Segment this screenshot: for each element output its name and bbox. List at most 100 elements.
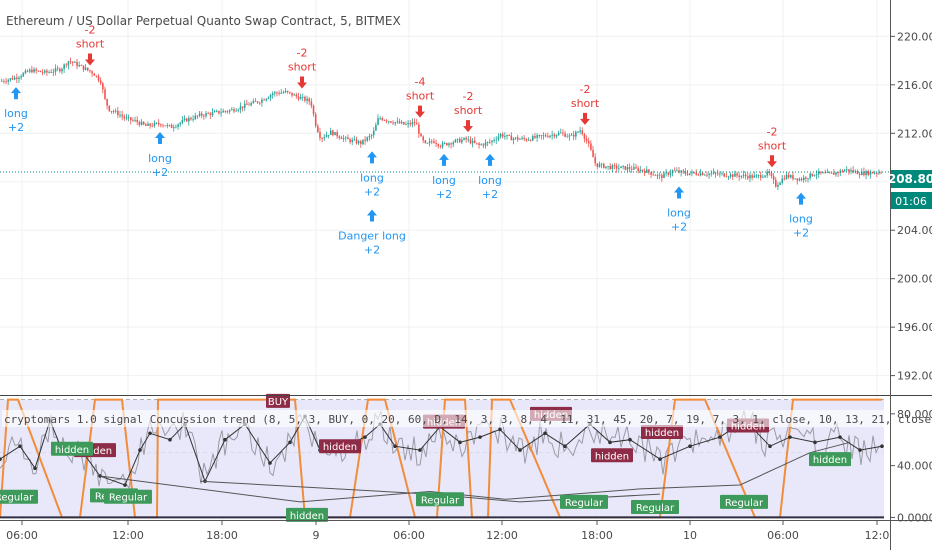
zigzag-point [838, 435, 842, 439]
candle-body [403, 122, 405, 125]
candle-body [570, 134, 573, 136]
oscillator-axis[interactable]: 80.0000 40.0000 0.0000 [890, 408, 932, 525]
divergence-tag-bg [631, 500, 679, 515]
divergence-tag: hidden [319, 439, 361, 454]
up-arrow-icon [155, 132, 165, 145]
zigzag-point [788, 435, 792, 439]
candle-body [400, 122, 403, 124]
candle-body [3, 80, 5, 82]
candle-body [106, 98, 108, 106]
time-axis[interactable]: 06:00 12:00 18:00 9 06:00 12:00 18:00 10 06:00 12… [6, 520, 889, 542]
candle-body [18, 77, 20, 79]
candle-body [24, 70, 27, 74]
candle-body [605, 166, 607, 168]
zigzag-point [138, 448, 142, 452]
candle-body [654, 174, 657, 176]
candle-body [237, 109, 240, 111]
candle-body [489, 141, 491, 143]
candle-body [643, 170, 646, 173]
candle-body [542, 135, 545, 137]
candle-body [667, 172, 670, 175]
zigzag-point [268, 461, 272, 465]
candle-body [1, 80, 3, 82]
candle-body [82, 65, 85, 70]
divergence-tag: Regular [560, 494, 608, 509]
candle-body [338, 136, 341, 138]
candle-body [476, 142, 478, 144]
time-tick-label: 9 [313, 529, 320, 542]
candle-body [50, 72, 53, 73]
candle-body [164, 125, 166, 127]
candle-body [824, 172, 827, 174]
candle-body [755, 175, 758, 177]
candle-body [233, 109, 235, 112]
candle-body [218, 110, 220, 114]
zigzag-point [393, 444, 397, 449]
countdown-label: 01:06 [891, 192, 932, 209]
candle-body [379, 118, 381, 119]
candle-body [474, 140, 476, 143]
candle-body [620, 166, 622, 169]
candle-body [723, 173, 725, 177]
zigzag-point [658, 457, 662, 461]
signal-label: long [360, 171, 384, 184]
candle-body [583, 134, 586, 139]
candle-body [99, 80, 102, 84]
candle-body [54, 68, 57, 72]
candle-body [682, 170, 685, 172]
time-tick-label: 12:00 [112, 529, 144, 542]
candle-body [600, 163, 603, 165]
candle-body [265, 98, 268, 101]
candle-body [499, 134, 502, 137]
candle-body [321, 138, 323, 139]
candle-body [858, 174, 861, 175]
candle-body [527, 139, 530, 141]
candle-body [727, 176, 730, 178]
zigzag-point [123, 483, 127, 487]
candle-body [544, 135, 547, 137]
time-tick-label: 12:0 [865, 529, 890, 542]
candle-body [869, 172, 872, 175]
candle-body [63, 64, 65, 70]
candle-body [837, 172, 839, 174]
candle-body [194, 115, 197, 120]
candle-body [676, 170, 678, 172]
zigzag-point [858, 448, 862, 452]
candle-body [856, 171, 859, 175]
candle-body [792, 175, 794, 179]
candle-body [418, 124, 420, 134]
price-tick-label: 204.00 [897, 224, 932, 237]
candle-body [388, 121, 390, 123]
signal-label: +2 [364, 244, 380, 257]
candle-body [691, 171, 693, 174]
indicator-title: cryptomars 1.0 signal Concussion trend (… [4, 413, 932, 426]
zigzag-point [478, 435, 482, 439]
candle-body [127, 117, 130, 119]
candle-body [461, 139, 463, 143]
candle-body [809, 173, 811, 179]
signal-label: -2 [463, 90, 474, 103]
candle-body [781, 178, 784, 183]
candle-body [497, 136, 500, 140]
price-tick-label: 216.00 [897, 79, 932, 92]
candle-body [579, 130, 581, 132]
divergence-tag-bg [720, 494, 768, 509]
candle-body [226, 111, 229, 113]
divergence-tag: hidden [809, 452, 851, 467]
candle-body [618, 168, 620, 169]
candle-body [26, 70, 29, 72]
price-tick-label: 192.00 [897, 370, 932, 383]
zigzag-point [288, 440, 292, 445]
candle-body [871, 172, 874, 174]
candle-body [345, 137, 347, 139]
candle-body [289, 91, 291, 93]
signal-label: long [478, 174, 502, 187]
divergence-tag-label: hidden [813, 455, 847, 466]
candle-body [138, 122, 141, 125]
candle-body [231, 109, 233, 111]
candle-body [512, 138, 515, 141]
candle-body [446, 143, 448, 146]
candle-body [802, 177, 805, 181]
candle-body [794, 178, 796, 180]
